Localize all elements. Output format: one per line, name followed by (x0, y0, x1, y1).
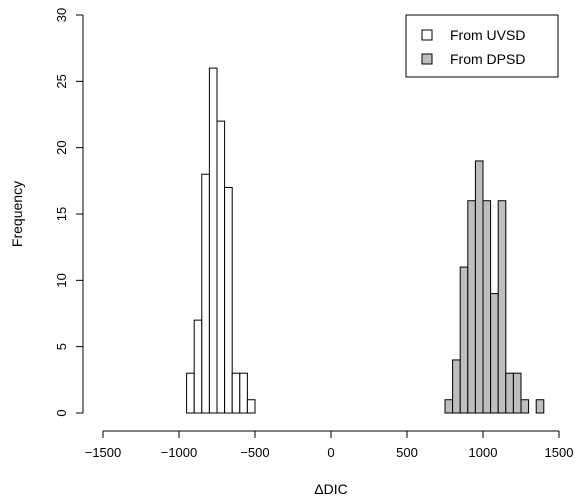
bar-from-uvsd-1 (193, 319, 203, 414)
bar-from-uvsd-7 (239, 372, 248, 414)
y-axis-title: Frequency (9, 181, 25, 247)
bar-from-dpsd-9 (512, 372, 522, 414)
x-axis-title: ΔDIC (314, 481, 347, 497)
bar-from-dpsd-5 (482, 200, 492, 414)
legend-swatch-uvsd (421, 29, 433, 41)
bar-from-dpsd-1 (452, 359, 461, 414)
bar-from-uvsd-3 (208, 67, 218, 414)
bar-from-uvsd-6 (231, 372, 241, 414)
x-tick-label: −1500 (85, 445, 122, 460)
y-tick-label: 10 (54, 273, 69, 287)
bar-from-dpsd-6 (490, 293, 499, 414)
y-axis-ticks: 0 5 10 15 20 25 30 (54, 8, 83, 417)
legend-box (405, 14, 559, 78)
x-tick-label: 500 (396, 445, 418, 460)
x-tick-label: 1000 (469, 445, 498, 460)
bars-layer (186, 67, 545, 414)
legend-label-uvsd: From UVSD (450, 27, 525, 43)
bar-from-dpsd-7 (497, 200, 507, 414)
bar-from-dpsd-2 (459, 266, 469, 414)
bar-from-uvsd-4 (216, 120, 226, 414)
legend-swatch-dpsd (421, 53, 433, 65)
legend: From UVSD From DPSD (405, 14, 559, 78)
y-tick-label: 30 (54, 8, 69, 22)
x-tick-label: −1000 (161, 445, 198, 460)
bar-from-dpsd-0 (444, 399, 454, 414)
x-tick-label: 1500 (545, 445, 574, 460)
bar-from-dpsd-3 (467, 200, 476, 414)
x-tick-label: −500 (240, 445, 269, 460)
x-axis-ticks: −1500 −1000 −500 0 500 1000 1500 (85, 431, 574, 460)
bar-from-dpsd-4 (474, 160, 484, 414)
y-tick-label: 20 (54, 140, 69, 154)
y-tick-label: 25 (54, 74, 69, 88)
legend-label-dpsd: From DPSD (450, 51, 525, 67)
y-tick-label: 5 (54, 343, 69, 350)
bar-from-uvsd-5 (224, 186, 233, 414)
y-tick-label: 15 (54, 207, 69, 221)
x-tick-label: 0 (327, 445, 334, 460)
bar-from-dpsd-12 (535, 399, 545, 414)
bar-from-dpsd-8 (505, 372, 514, 414)
bar-from-dpsd-10 (520, 399, 530, 414)
y-tick-label: 0 (54, 409, 69, 416)
bar-from-uvsd-0 (186, 372, 195, 414)
bar-from-uvsd-8 (246, 399, 256, 414)
bar-from-uvsd-2 (201, 173, 210, 414)
